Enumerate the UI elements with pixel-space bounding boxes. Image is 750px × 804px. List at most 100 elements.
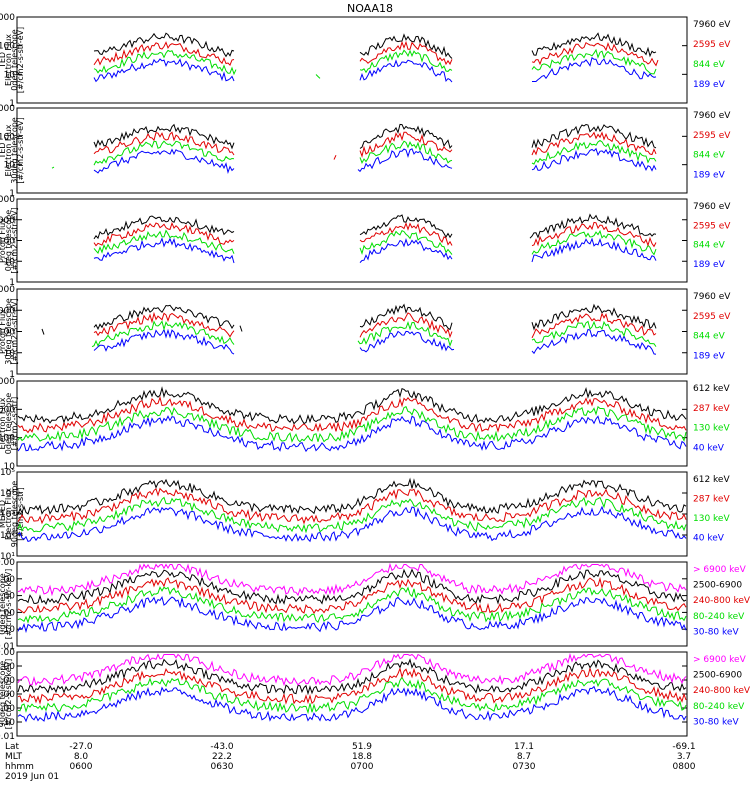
ylabel-line: 30deg telescope <box>10 117 19 184</box>
ytick-label: 0.01 <box>0 642 15 652</box>
footer-mlt-value: 22.2 <box>212 752 232 762</box>
ylabel-line: [#/cm2-s-str-eV] <box>10 207 19 273</box>
ytick-label: 100 <box>0 328 15 338</box>
legend-entry: > 6900 keV <box>693 565 747 575</box>
legend-entry: 189 eV <box>693 351 726 361</box>
legend-entry: 30-80 keV <box>693 627 739 637</box>
trace-group <box>17 477 687 543</box>
legend-entry: 612 keV <box>693 475 730 485</box>
series-trace <box>17 505 687 543</box>
footer-row-label: 2019 Jun 01 <box>5 772 59 782</box>
footer-row-label: Lat <box>5 742 20 752</box>
ylabel-line: [#/cm2-s-str-eV] <box>16 27 25 93</box>
footer-row-label: MLT <box>5 752 23 762</box>
legend-entry: 2500-6900 <box>693 581 742 591</box>
legend-entry: 7960 eV <box>693 20 731 30</box>
ylabel-line: [#/cm2-s-str] <box>10 397 19 450</box>
series-trace <box>17 487 687 525</box>
ytick-label: 1.00 <box>0 704 15 714</box>
ytick-label: 1.00 <box>0 608 15 618</box>
trace-group <box>17 562 687 634</box>
legend-entry: 2500-6900 <box>693 671 742 681</box>
ylabel-line: [#/cm2-s-str-keV] <box>4 659 13 730</box>
ylabel-line: TED <box>0 142 7 159</box>
ytick-label: 10 <box>4 257 16 267</box>
ytick-label: 100.00 <box>0 575 15 585</box>
series-trace <box>17 685 687 723</box>
trace-group <box>93 213 686 264</box>
footer-hhmm-value: 0800 <box>673 762 696 772</box>
ytick-label: 0.10 <box>0 718 15 728</box>
panel-frame <box>16 380 688 467</box>
legend-entry: 40 keV <box>693 443 725 453</box>
ylabel-line: Electron Flux <box>4 488 13 540</box>
footer-row-label: hhmm <box>5 762 34 772</box>
ylabel-line: [#/cm2-s-str-eV] <box>10 298 19 364</box>
ytick-label: 10³ <box>0 510 15 520</box>
footer-mlt-value: 3.7 <box>677 752 691 762</box>
legend-entry: 2595 eV <box>693 312 731 322</box>
figure-title: NOAA18 <box>347 2 393 15</box>
series-trace <box>17 586 687 624</box>
legend-entry: 7960 eV <box>693 111 731 121</box>
legend-entry: 287 keV <box>693 404 730 414</box>
ytick-label: 10 <box>4 349 16 359</box>
ylabel-line: [#/cm2-s-str-eV] <box>16 117 25 183</box>
legend-entry: 844 eV <box>693 332 726 342</box>
panel-frame <box>16 107 688 194</box>
series-trace <box>17 658 687 696</box>
trace-group <box>41 303 686 355</box>
panel-frame <box>16 16 688 104</box>
ytick-label: 10¹ <box>0 552 15 562</box>
legend-entry: 844 eV <box>693 151 726 161</box>
ylabel-line: MEPED <box>0 500 7 528</box>
ylabel-line: TED <box>0 52 7 69</box>
legend-entry: 40 keV <box>693 534 725 544</box>
ylabel-line: 30deg telescope <box>4 298 13 365</box>
ytick-label: 100 <box>0 434 15 444</box>
ylabel-line: [#/cm2-s-str] <box>16 487 25 540</box>
footer-lat-value: -69.1 <box>672 742 695 752</box>
ylabel-line: 0deg telescope <box>4 393 13 454</box>
legend-entry: 189 eV <box>693 80 726 90</box>
ylabel-line: 90deg telescope <box>0 661 7 728</box>
series-trace <box>17 386 687 425</box>
series-trace <box>17 395 687 434</box>
ytick-label: 1 <box>9 278 15 288</box>
series-trace <box>93 131 657 160</box>
ytick-label: 1 <box>9 370 15 380</box>
ylabel-line: 90deg telescope <box>10 481 19 548</box>
legend-entry: 80-240 keV <box>693 702 745 712</box>
legend-entry: 189 eV <box>693 260 726 270</box>
footer-lat-value: 51.9 <box>352 742 372 752</box>
ytick-label: 10⁵ <box>0 468 15 478</box>
footer-hhmm-value: 0600 <box>70 762 93 772</box>
series-trace <box>17 568 687 606</box>
series-trace <box>93 328 657 355</box>
legend-entry: 189 eV <box>693 170 726 180</box>
ytick-label: 1 <box>9 99 15 109</box>
series-trace <box>17 576 687 615</box>
legend-entry: 2595 eV <box>693 131 731 141</box>
series-trace <box>93 237 657 264</box>
ytick-label: 10⁴ <box>0 489 15 499</box>
legend-entry: 287 keV <box>693 495 730 505</box>
series-trace <box>17 496 687 534</box>
ytick-label: 10 <box>4 462 16 472</box>
ylabel-line: Proton Flux <box>0 309 7 354</box>
footer-lat-value: 17.1 <box>514 742 534 752</box>
ytick-label: 10² <box>0 531 15 541</box>
ytick-label: 10.00 <box>0 690 15 700</box>
